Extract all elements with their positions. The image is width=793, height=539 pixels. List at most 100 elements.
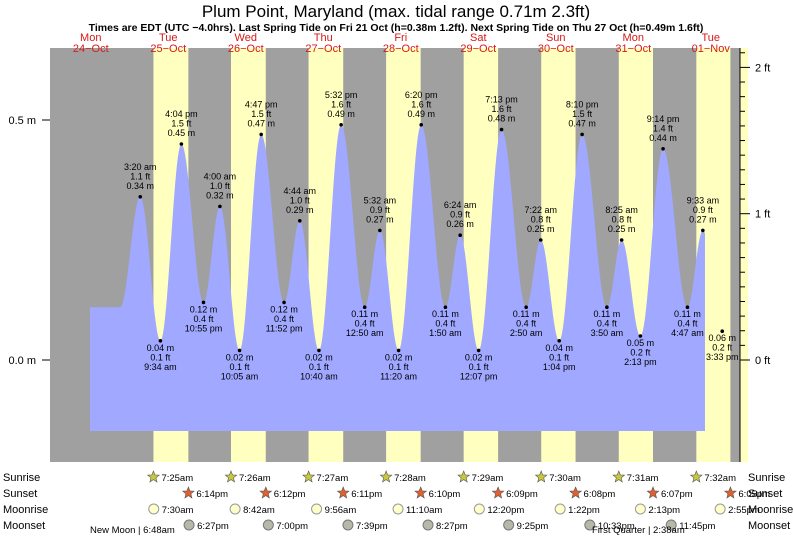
tide-m-label: 0.06 m: [708, 333, 736, 343]
moonset-time: 6:27pm: [197, 521, 229, 532]
row-label-left: Moonrise: [3, 504, 48, 516]
tide-time-label: 11:20 am: [380, 371, 417, 381]
tide-m-label: 0.26 m: [446, 219, 474, 229]
tide-point: [476, 348, 481, 353]
tide-label: 4:00 am1.0 ft0.32 m: [204, 171, 237, 200]
day-date: 24−Oct: [73, 43, 109, 55]
moonrise-icon: [554, 503, 566, 515]
moonrise-icon: [229, 503, 241, 515]
sunset-icon: [181, 486, 195, 499]
tide-label: 0.05 m0.2 ft2:13 pm: [624, 338, 657, 367]
tide-time-label: 3:33 pm: [706, 352, 739, 362]
day-date: 27−Oct: [305, 43, 341, 55]
tide-time-label: 3:20 am: [124, 162, 157, 172]
tide-m-label: 0.47 m: [568, 118, 596, 128]
tide-ft-label: 0.1 ft: [230, 362, 251, 372]
tide-time-label: 10:55 pm: [185, 323, 223, 333]
row-label-right: Sunrise: [748, 472, 785, 484]
tide-time-label: 6:24 am: [444, 200, 477, 210]
tide-time-label: 7:13 pm: [485, 95, 518, 105]
tide-area: [90, 124, 705, 432]
tide-time-label: 10:40 am: [300, 371, 338, 381]
sunset-time: 6:10pm: [429, 489, 461, 500]
tide-m-label: 0.02 m: [305, 352, 333, 362]
right-tick-label: 2 ft: [755, 62, 770, 74]
day-name: Wed: [235, 32, 257, 44]
tide-m-label: 0.27 m: [366, 214, 394, 224]
right-tick-label: 1 ft: [755, 209, 770, 221]
sunrise-time: 7:30am: [549, 473, 581, 484]
tide-time-label: 9:14 pm: [647, 114, 680, 124]
moonset-time: 9:25pm: [517, 521, 549, 532]
row-label-left: Moonset: [3, 520, 45, 532]
moonset-icon: [584, 519, 596, 531]
sunset-time: 6:09pm: [506, 489, 538, 500]
tide-time-label: 5:32 am: [364, 195, 397, 205]
tide-time-label: 2:50 am: [510, 328, 543, 338]
tide-ft-label: 1.6 ft: [492, 104, 513, 114]
sun-moon-rows: Sunrise Sunrise Sunset Sunset Moonrise Moonri…: [3, 470, 793, 536]
sunset-icon: [491, 486, 505, 499]
tide-ft-label: 1.0 ft: [290, 195, 311, 205]
tide-ft-label: 0.1 ft: [469, 362, 490, 372]
tide-ft-label: 1.5 ft: [572, 109, 593, 119]
tide-time-label: 12:07 pm: [460, 371, 498, 381]
tide-point: [218, 204, 222, 209]
day-date: 25−Oct: [150, 43, 186, 55]
tide-m-label: 0.02 m: [465, 352, 493, 362]
sunrise-icon: [302, 470, 316, 483]
tide-point: [158, 339, 163, 343]
tide-ft-label: 0.8 ft: [531, 215, 552, 225]
tide-m-label: 0.49 m: [407, 109, 435, 119]
tide-point: [138, 195, 143, 199]
day-date: 28−Oct: [383, 43, 419, 55]
tide-time-label: 2:13 pm: [624, 357, 657, 367]
new-moon-label: New Moon | 6:48am: [90, 525, 175, 536]
chart-subtitle: Times are EDT (UTC −4.0hrs). Last Spring…: [89, 22, 704, 34]
tide-label: 4:47 pm1.5 ft0.47 m: [245, 99, 278, 128]
tide-ft-label: 0.2 ft: [712, 343, 733, 353]
moonset-icon: [422, 519, 434, 531]
sunrise-icon: [224, 470, 238, 483]
tide-time-label: 10:05 am: [221, 371, 259, 381]
day-date: 29−Oct: [460, 43, 496, 55]
tide-label: 5:32 am0.9 ft0.27 m: [364, 195, 397, 224]
tide-label: 0.06 m0.2 ft3:33 pm: [706, 333, 739, 362]
tide-ft-label: 1.6 ft: [331, 99, 352, 109]
tide-point: [378, 228, 382, 233]
moonrise-time: 1:22pm: [568, 505, 600, 516]
tide-label: 9:14 pm1.4 ft0.44 m: [647, 114, 680, 143]
sunset-time: 6:11pm: [351, 489, 382, 500]
tide-ft-label: 0.4 ft: [274, 314, 295, 324]
tide-label: 9:33 am0.9 ft0.27 m: [687, 195, 720, 224]
moonset-time: 10:33pm: [598, 521, 635, 532]
tide-label: 6:20 pm1.6 ft0.49 m: [405, 90, 438, 119]
sunrise-time: 7:28am: [394, 473, 426, 484]
sunrise-icon: [689, 470, 703, 483]
first-quarter-label: First Quarter | 2:38am: [592, 525, 685, 536]
day-name: Thu: [314, 32, 333, 44]
tide-label: 0.04 m0.1 ft1:04 pm: [543, 343, 576, 372]
day-labels: Mon24−OctTue25−OctWed26−OctThu27−OctFri2…: [73, 32, 730, 55]
sunset-icon: [723, 486, 737, 499]
sunrise-time: 7:31am: [627, 473, 659, 484]
tide-time-label: 4:04 pm: [165, 109, 198, 119]
tide-time-label: 6:20 pm: [405, 90, 438, 100]
moonset-icon: [665, 519, 677, 531]
tide-point: [524, 305, 528, 310]
right-tick-label: 0 ft: [755, 355, 770, 367]
moonrise-time: 9:56am: [325, 505, 357, 516]
moonset-icon: [503, 519, 515, 531]
plot-area: 3:20 am1.1 ft0.34 m0.04 m0.1 ft9:34 am4:…: [50, 48, 740, 462]
moonset-icon: [262, 519, 274, 531]
moonset-time: 7:39pm: [356, 521, 388, 532]
tide-ft-label: 0.9 ft: [370, 205, 391, 215]
sunrise-time: 7:32am: [704, 473, 736, 484]
sunrise-icon: [457, 470, 471, 483]
tide-ft-label: 0.9 ft: [450, 210, 471, 220]
tide-time-label: 11:52 pm: [266, 323, 303, 333]
tide-label: 0.11 m0.4 ft1:50 am: [429, 309, 462, 338]
sunrise-icon: [612, 470, 626, 483]
